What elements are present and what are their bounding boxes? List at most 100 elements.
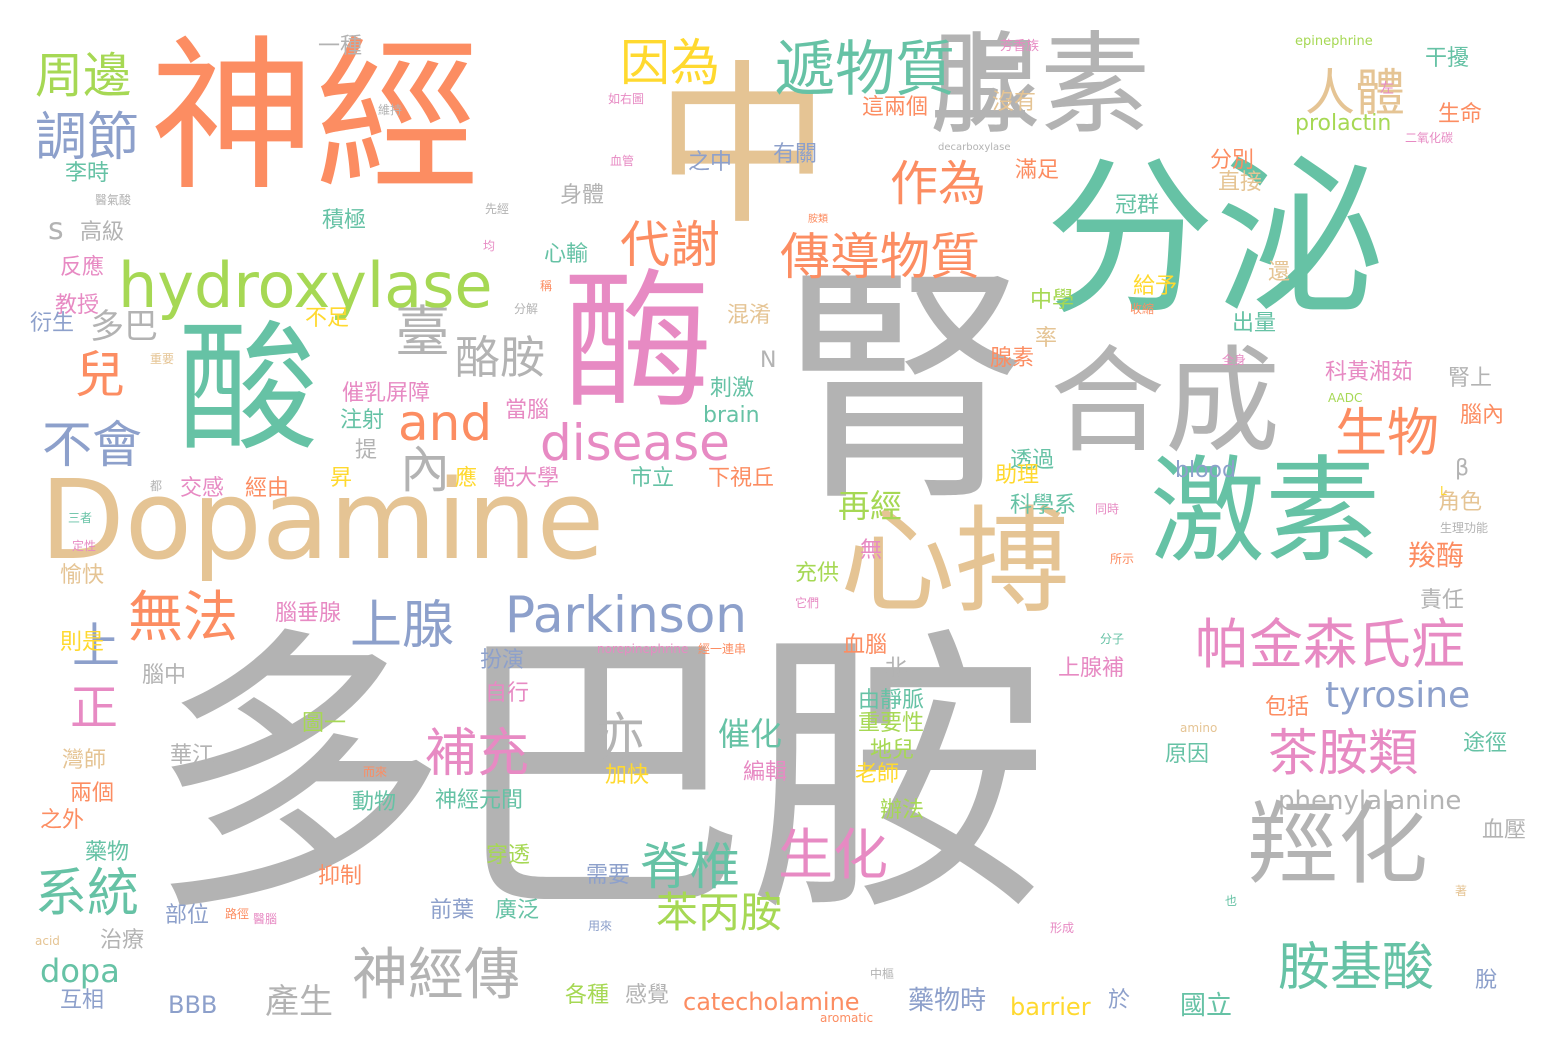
word-170: 無 bbox=[860, 538, 883, 563]
word-180-decarboxylase: decarboxylase bbox=[938, 142, 1011, 153]
word-28: 生物 bbox=[1335, 404, 1440, 464]
word-190: 先經 bbox=[485, 202, 510, 216]
word-37: 亦 bbox=[595, 708, 645, 766]
word-157: 脫 bbox=[1475, 968, 1498, 993]
word-62: 如右圖 bbox=[608, 92, 645, 106]
word-19: 調節 bbox=[35, 108, 140, 168]
word-178: 生理功能 bbox=[1440, 521, 1489, 535]
word-5: 酶 bbox=[563, 256, 714, 430]
word-12: 羥化 bbox=[1248, 792, 1428, 897]
word-87: 助理 bbox=[995, 463, 1040, 488]
word-91: 充供 bbox=[795, 561, 840, 586]
word-18: 人體 bbox=[1305, 64, 1405, 122]
word-99: 辦法 bbox=[880, 798, 925, 823]
word-185: 都 bbox=[150, 479, 163, 493]
word-100: 編輯 bbox=[743, 760, 788, 785]
word-10: 合成 bbox=[1050, 335, 1281, 469]
word-31-parkinson: Parkinson bbox=[505, 586, 747, 644]
word-151: 圖一 bbox=[302, 711, 347, 736]
word-85: 腦垂腺 bbox=[275, 601, 342, 626]
word-21: 代謝 bbox=[620, 216, 720, 274]
word-58-epinephrine: epinephrine bbox=[1295, 34, 1373, 49]
word-24: 酪胺 bbox=[455, 331, 546, 384]
word-11: 心搏 bbox=[840, 495, 1071, 629]
word-168-n: N bbox=[760, 348, 777, 373]
word-142: 腎上 bbox=[1448, 366, 1493, 391]
word-96: 重要性 bbox=[858, 711, 925, 736]
word-182: 分解 bbox=[514, 302, 539, 316]
word-86: 透過 bbox=[1010, 448, 1055, 473]
word-30: 內 bbox=[400, 441, 450, 499]
word-43: 脊椎 bbox=[640, 838, 740, 896]
word-102: 動物 bbox=[352, 790, 397, 815]
word-141: 科黃湘茹 bbox=[1325, 360, 1414, 385]
word-192: 均 bbox=[483, 239, 496, 253]
word-106: 需要 bbox=[586, 863, 631, 888]
word-25: 兒 bbox=[75, 346, 125, 404]
word-8: 腺素 bbox=[930, 21, 1150, 149]
word-115: 之外 bbox=[40, 808, 85, 833]
word-80: 心輸 bbox=[544, 242, 589, 267]
word-41: 催化 bbox=[718, 715, 783, 753]
word-56: 一種 bbox=[318, 34, 363, 59]
word-133: 經由 bbox=[245, 476, 290, 501]
word-135: 注射 bbox=[340, 408, 385, 433]
word-76: 分別 bbox=[1210, 148, 1255, 173]
word-153: 愉快 bbox=[60, 563, 105, 588]
word-148: 不足 bbox=[305, 306, 350, 331]
word-0: 多巴胺 bbox=[148, 603, 1048, 952]
word-173: 分子 bbox=[1100, 632, 1125, 646]
word-61: 生命 bbox=[1438, 102, 1483, 127]
word-7-dopamine: Dopamine bbox=[40, 456, 605, 584]
word-165-aromatic: aromatic bbox=[820, 1011, 874, 1025]
word-2: 分泌 bbox=[1045, 141, 1386, 339]
word-105: 廣泛 bbox=[495, 898, 540, 923]
word-131: 範大學 bbox=[493, 466, 560, 491]
word-45: 神經傳 bbox=[352, 943, 520, 1008]
word-112: 感覺 bbox=[625, 983, 670, 1008]
word-159: 血壓 bbox=[1482, 818, 1527, 843]
word-160: 中樞 bbox=[870, 967, 895, 981]
word-46: 胺基酸 bbox=[1278, 938, 1435, 998]
word-47: 苯丙胺 bbox=[656, 888, 783, 937]
word-33: 無法 bbox=[128, 585, 239, 649]
word-114: 兩個 bbox=[70, 781, 115, 806]
word-175-norepinephrine: norepinephrine bbox=[597, 642, 689, 656]
word-98: 老師 bbox=[855, 762, 900, 787]
word-51-barrier: barrier bbox=[1010, 993, 1091, 1021]
word-32: 帕金森氏症 bbox=[1195, 613, 1465, 676]
word-44: 系統 bbox=[35, 864, 140, 924]
word-77: 直接 bbox=[1218, 170, 1263, 195]
word-82: 還 bbox=[1268, 260, 1291, 285]
word-78-s: s bbox=[48, 212, 64, 247]
word-176-aadc: AADC bbox=[1328, 391, 1363, 405]
word-147: 重要 bbox=[150, 352, 175, 366]
word-97: 地兒 bbox=[870, 738, 915, 763]
word-132: 應 bbox=[455, 466, 478, 491]
word-40: 茶胺類 bbox=[1268, 724, 1418, 782]
word-156: 則是 bbox=[60, 630, 105, 655]
word-187: 昇 bbox=[330, 466, 353, 491]
word-49-phenylalanine: phenylalanine bbox=[1278, 786, 1462, 816]
word-57: 芳香族 bbox=[1000, 39, 1040, 54]
word-89: 再經 bbox=[838, 487, 903, 525]
word-1: 腎 bbox=[780, 244, 1030, 535]
word-83: 中學 bbox=[1030, 288, 1075, 313]
word-93: 責任 bbox=[1420, 588, 1465, 613]
word-42: 生化 bbox=[778, 823, 889, 887]
word-3: 神經 bbox=[150, 21, 480, 213]
word-174: 經一連串 bbox=[698, 642, 747, 656]
word-27-disease: disease bbox=[540, 414, 730, 472]
word-163: 著 bbox=[1455, 884, 1468, 898]
word-35: 上 bbox=[72, 618, 121, 674]
word-104: 穿透 bbox=[486, 843, 531, 868]
word-188: 稱 bbox=[540, 279, 553, 293]
word-138: 混淆 bbox=[727, 303, 772, 328]
word-128-blood: blood bbox=[1175, 458, 1236, 483]
word-136: 催乳屏障 bbox=[342, 381, 431, 406]
word-36: 正 bbox=[70, 680, 119, 736]
word-17: 因為 bbox=[620, 34, 720, 92]
word-4: 中 bbox=[655, 46, 830, 249]
word-184: 全身 bbox=[1222, 353, 1247, 367]
